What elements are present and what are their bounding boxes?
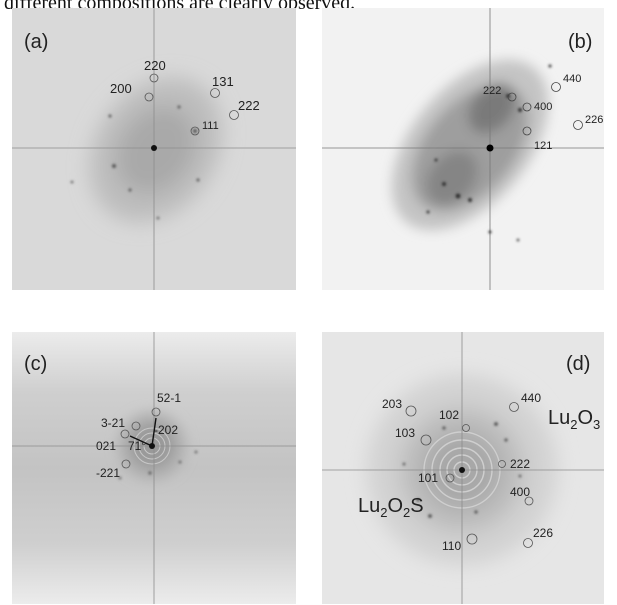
panel-d-diffraction-dot (442, 426, 446, 430)
panel-b-spot-marker (573, 120, 583, 130)
panel-a-diffraction-dot (108, 114, 112, 118)
panel-b-spot-label: 121 (534, 140, 552, 152)
panel-d-spot-marker (405, 405, 417, 417)
panel-c-spot-marker (151, 407, 161, 417)
panel-d-spot-marker (462, 424, 470, 432)
panel-d-spot-marker (523, 538, 533, 548)
panel-d-diffraction-dot (494, 422, 498, 426)
panel-d-spot-label: 400 (510, 485, 530, 499)
panel-c-angle-line (129, 435, 153, 447)
panel-b-spot-marker (551, 82, 561, 92)
phase-label-lu2o2s: Lu2O2S (358, 495, 424, 520)
panel-a-diffraction-dot (128, 188, 132, 192)
panel-c-diffraction-dot (118, 476, 122, 480)
panel-d-spot-label: 226 (533, 526, 553, 540)
panel-d-spot-marker (420, 434, 432, 446)
panel-c-spot-label: 52-1 (157, 391, 181, 405)
panel-d-spot-label: 110 (442, 539, 461, 553)
panel-b-diffraction-dot (442, 182, 446, 186)
panel-c-diffraction-dot (194, 450, 198, 454)
panel-d-spot-label: 203 (382, 397, 402, 411)
panel-d-center-spot (459, 467, 465, 473)
panel-c-angle-line (151, 417, 157, 447)
panel-c: (c) 52-1 3-21 -202 021 71° -221 (12, 332, 296, 604)
panel-d-spot-marker (524, 496, 534, 506)
panel-c-spot-label: -202 (154, 423, 178, 437)
panel-c-spot-label: -221 (96, 466, 120, 480)
panel-a: (a) 220 200 131 222 111 (12, 8, 296, 290)
panel-c-label: (c) (24, 353, 47, 375)
panel-d-spot-label: 102 (439, 408, 459, 422)
panel-a-spot-label: 111 (202, 120, 219, 132)
panel-b-diffraction-dot (434, 158, 438, 162)
panel-c-spot-marker (131, 421, 141, 431)
panel-c-diffraction-dot (178, 460, 182, 464)
panel-a-spot-marker (149, 73, 159, 83)
panel-d-diffraction-dot (518, 474, 522, 478)
panel-b-diffraction-dot (455, 193, 461, 199)
panel-d-diffraction-dot (504, 438, 508, 442)
panel-b-diffraction-dot (518, 108, 522, 112)
panel-b-spot-marker (522, 102, 532, 112)
panel-b-diffraction-dot (468, 198, 472, 202)
panel-b: (b) 222 440 400 226 121 (322, 8, 604, 290)
panel-b-spot-label: 440 (563, 73, 581, 85)
panel-c-spot-label: 021 (96, 439, 116, 453)
panel-a-diffraction-dot (156, 216, 160, 220)
panel-d-label: (d) (566, 353, 590, 375)
panel-c-spot-marker (121, 459, 131, 469)
panel-a-spot-label: 131 (212, 74, 234, 89)
panel-b-spot-marker (522, 126, 532, 136)
panel-a-diffraction-dot (193, 129, 197, 133)
panel-d-spot-marker (445, 473, 455, 483)
panel-d: (d) Lu2O3 Lu2O2S 203 102 440 103 222 101… (322, 332, 604, 604)
panel-d-spot-label: 103 (395, 426, 415, 440)
panel-a-center-spot (151, 145, 157, 151)
panel-b-center-spot (486, 144, 494, 152)
panel-b-diffraction-dot (426, 210, 430, 214)
phase-label-lu2o3: Lu2O3 (548, 407, 600, 432)
panel-a-label: (a) (24, 31, 48, 53)
panel-b-spot-label: 400 (534, 101, 552, 113)
panel-d-spot-marker (466, 533, 478, 545)
panel-d-spot-marker (498, 460, 506, 468)
panel-a-diffraction-dot (112, 164, 116, 168)
panel-b-diffraction-dot (488, 230, 492, 234)
panel-a-spot-marker (229, 110, 239, 120)
panel-b-label: (b) (568, 31, 592, 53)
panel-c-diffraction-dot (148, 471, 152, 475)
panel-d-spot-label: 101 (418, 471, 438, 485)
panel-a-spot-label: 222 (238, 98, 260, 113)
panel-d-spot-marker (509, 402, 519, 412)
panel-c-spot-marker (120, 429, 130, 439)
panel-a-diffraction-dot (196, 178, 200, 182)
panel-b-spot-label: 226 (585, 114, 603, 126)
panel-a-diffraction-dot (177, 105, 181, 109)
panel-d-diffraction-dot (428, 514, 432, 518)
panel-d-diffraction-dot (416, 498, 420, 502)
panel-b-diffraction-dot (516, 238, 520, 242)
panel-d-diffraction-dot (474, 510, 478, 514)
panel-b-spot-marker (507, 92, 517, 102)
panel-a-spot-marker (144, 92, 154, 102)
panel-b-spot-label: 222 (483, 85, 501, 97)
panel-b-diffraction-dot (548, 64, 552, 68)
panel-a-diffraction-dot (70, 180, 74, 184)
panel-a-spot-marker (210, 88, 220, 98)
panel-a-spot-label: 200 (110, 81, 132, 96)
panel-d-diffraction-dot (402, 462, 406, 466)
panel-a-spot-marker (190, 126, 200, 136)
panel-a-spot-label: 220 (144, 58, 166, 73)
panel-c-spot-label: 3-21 (101, 416, 125, 430)
panel-c-angle-label: 71° (128, 439, 146, 453)
panel-d-spot-label: 440 (521, 391, 541, 405)
panel-d-spot-label: 222 (510, 457, 530, 471)
